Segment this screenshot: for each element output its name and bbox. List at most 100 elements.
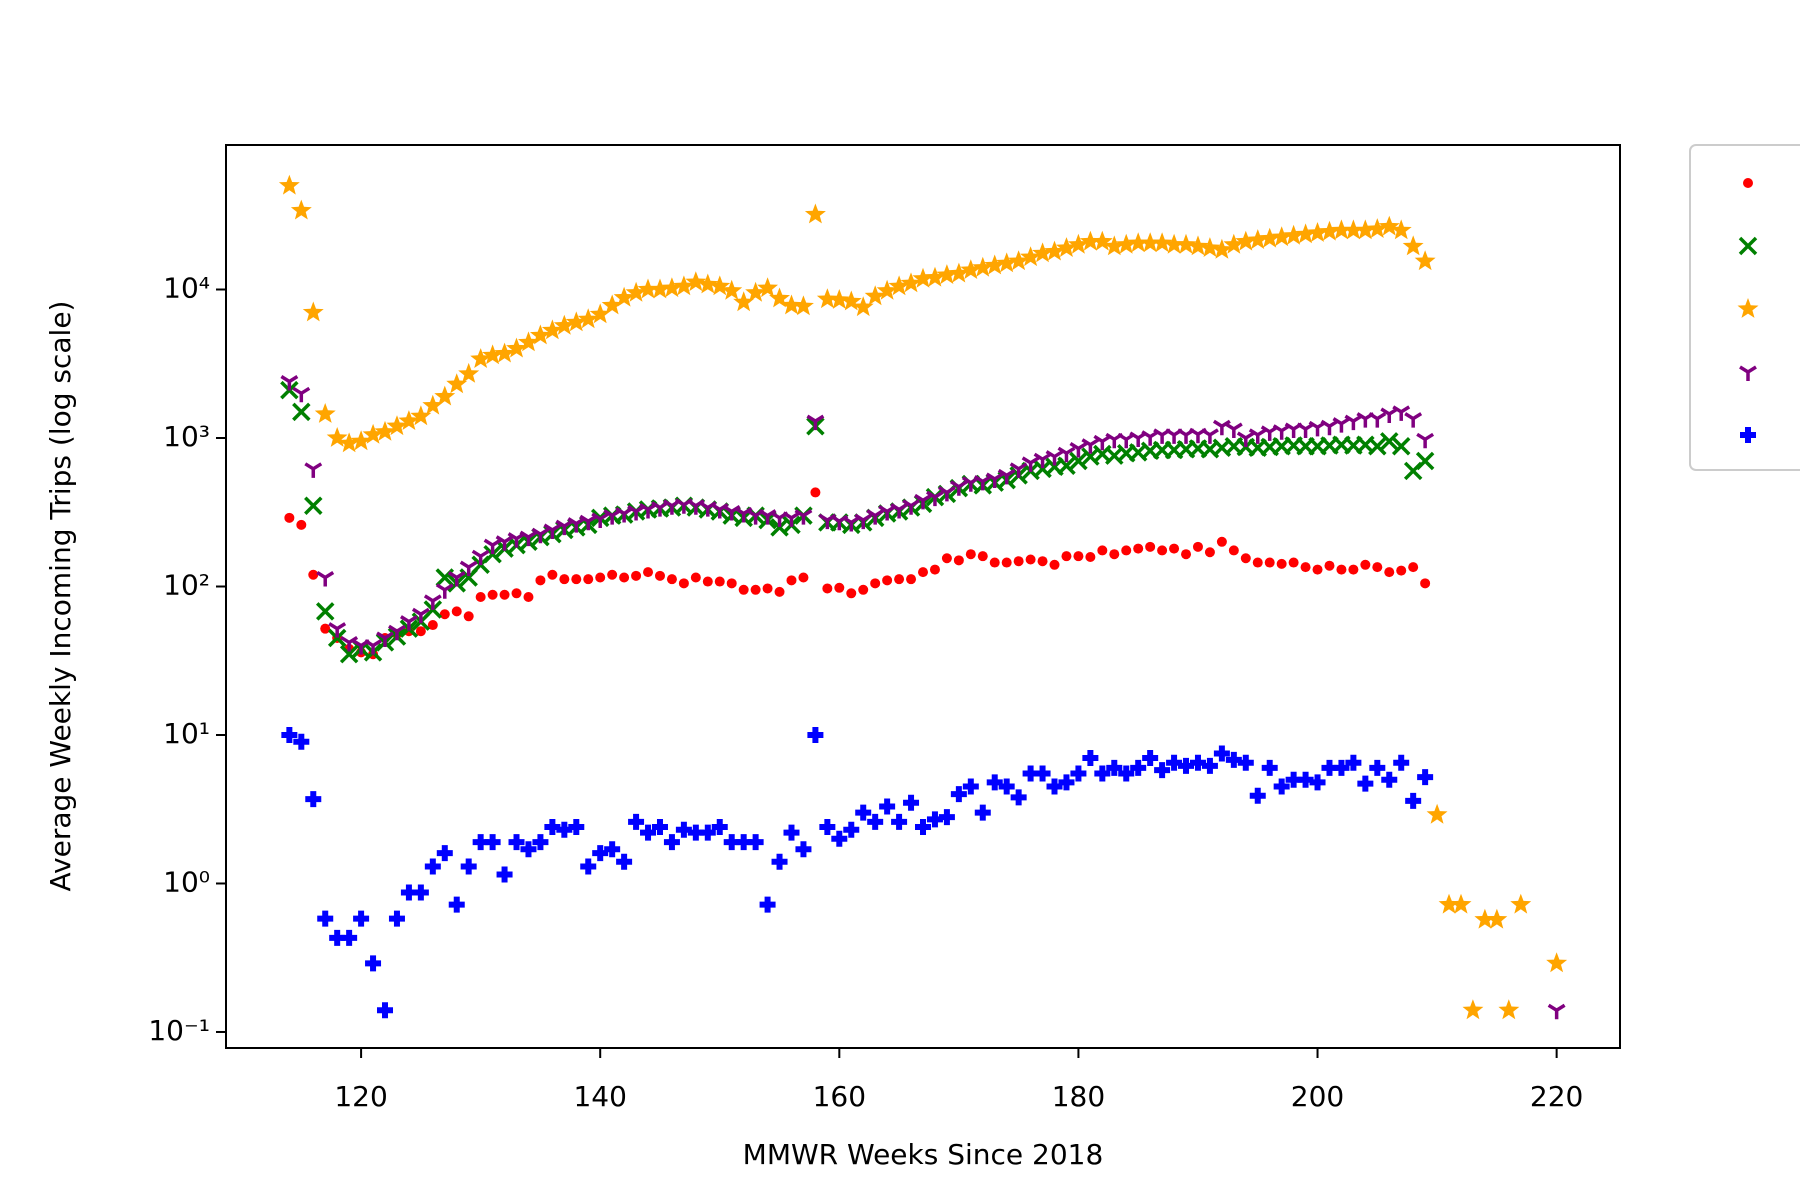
data-point xyxy=(1166,754,1183,771)
data-point xyxy=(353,910,370,927)
data-point xyxy=(568,819,585,836)
data-point xyxy=(435,583,454,599)
data-point xyxy=(415,626,426,637)
data-point xyxy=(1223,233,1245,254)
data-point xyxy=(314,403,336,423)
data-point xyxy=(738,584,749,595)
data-point xyxy=(376,631,394,647)
data-point xyxy=(723,834,740,851)
data-point xyxy=(559,574,570,585)
data-point xyxy=(571,574,582,585)
data-point xyxy=(1021,456,1040,472)
data-point xyxy=(774,586,785,597)
data-point xyxy=(804,203,826,224)
data-point xyxy=(315,602,335,621)
data-point xyxy=(840,290,862,311)
data-point xyxy=(446,373,468,394)
data-point xyxy=(702,576,713,587)
data-point xyxy=(721,279,743,300)
data-point xyxy=(1240,553,1251,564)
data-point xyxy=(1283,224,1305,245)
data-point xyxy=(938,809,955,826)
data-point xyxy=(882,575,893,586)
data-point xyxy=(953,555,964,566)
data-point xyxy=(388,624,406,641)
data-point xyxy=(1307,222,1328,242)
data-point xyxy=(1044,240,1065,261)
data-point xyxy=(1037,556,1048,567)
data-point xyxy=(794,509,813,525)
data-point xyxy=(308,569,319,580)
data-point xyxy=(948,262,970,283)
data-point xyxy=(1408,562,1419,573)
data-point xyxy=(876,279,898,300)
data-point xyxy=(625,281,647,302)
x-tick-label: 140 xyxy=(573,1080,626,1113)
data-point xyxy=(879,798,896,815)
data-point xyxy=(329,929,346,946)
data-point xyxy=(1342,219,1364,240)
data-point xyxy=(436,845,453,862)
data-point xyxy=(1151,232,1173,253)
data-point xyxy=(985,472,1004,488)
data-point xyxy=(1498,999,1520,1020)
data-point xyxy=(1368,412,1387,428)
data-point xyxy=(1264,557,1275,568)
data-point xyxy=(506,337,527,358)
data-point xyxy=(589,303,611,324)
data-point xyxy=(1414,250,1436,271)
data-point xyxy=(628,813,645,830)
data-point xyxy=(962,778,979,795)
data-point xyxy=(1295,223,1316,244)
data-point xyxy=(511,588,522,599)
data-point xyxy=(1288,557,1299,568)
data-point xyxy=(607,569,618,580)
data-point xyxy=(483,538,502,555)
data-point xyxy=(1082,749,1099,766)
data-point xyxy=(604,841,621,858)
data-point xyxy=(1001,557,1012,568)
data-point xyxy=(1331,219,1352,240)
data-point xyxy=(278,174,300,195)
data-point xyxy=(1070,765,1087,782)
data-point xyxy=(1237,754,1254,771)
y-tick-label: 10¹ xyxy=(163,717,210,750)
data-point xyxy=(709,275,731,296)
data-point xyxy=(424,858,441,875)
data-point xyxy=(1154,762,1171,779)
data-point xyxy=(1068,233,1089,254)
data-point xyxy=(1320,419,1339,436)
data-point xyxy=(936,264,958,284)
data-point xyxy=(362,423,384,444)
data-point xyxy=(678,578,689,589)
data-point xyxy=(1216,536,1227,547)
data-point xyxy=(577,308,599,329)
data-point xyxy=(891,813,908,830)
data-point xyxy=(386,415,408,436)
data-point xyxy=(1546,952,1568,973)
data-point xyxy=(1118,765,1135,782)
data-point xyxy=(292,386,311,403)
data-point xyxy=(769,287,790,308)
data-point xyxy=(280,375,299,391)
data-point xyxy=(915,819,931,836)
data-point xyxy=(1189,754,1206,771)
data-point xyxy=(762,583,773,594)
data-point xyxy=(631,570,642,581)
data-point xyxy=(1273,778,1290,795)
data-point xyxy=(1228,545,1239,556)
data-point xyxy=(1192,541,1203,552)
data-point xyxy=(487,589,498,600)
y-tick-label: 10² xyxy=(163,568,210,601)
data-point xyxy=(996,252,1018,273)
data-point xyxy=(997,468,1016,485)
data-point xyxy=(451,606,462,617)
data-point xyxy=(1285,771,1302,788)
data-point xyxy=(1309,774,1326,791)
data-point xyxy=(810,487,821,498)
data-point xyxy=(745,281,767,302)
data-point xyxy=(685,271,707,292)
data-point xyxy=(1199,237,1221,257)
data-point xyxy=(1247,229,1269,249)
data-point xyxy=(651,819,668,836)
